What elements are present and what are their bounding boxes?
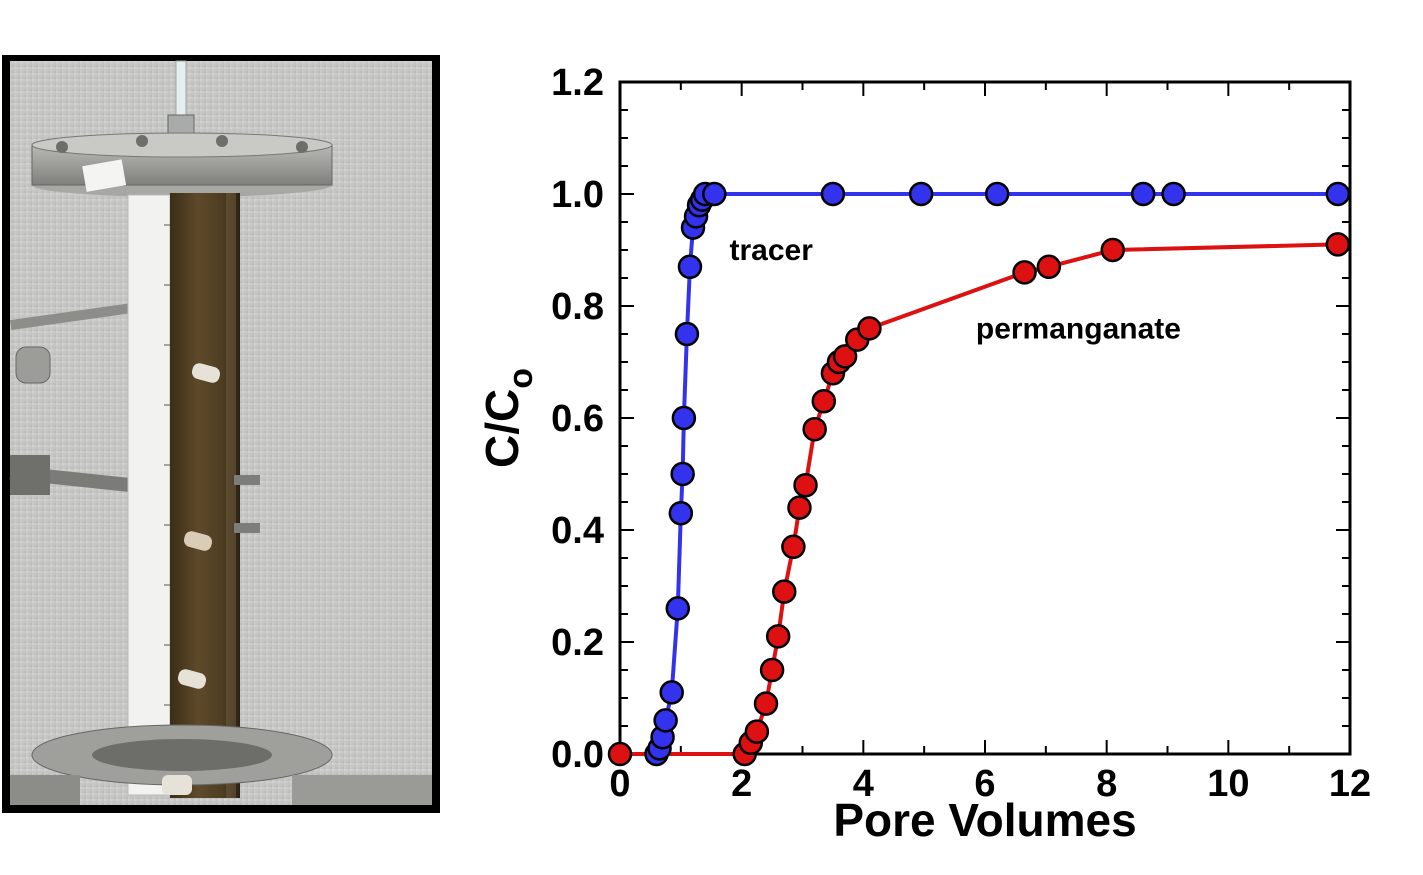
y-tick-labels: 0.0 0.2 0.4 0.6 0.8 1.0 1.2: [551, 62, 604, 776]
tracer-point: [1130, 181, 1156, 207]
permanganate-point: [811, 388, 837, 414]
y-axis-title-main: C/C: [476, 389, 528, 468]
permanganate-point: [1100, 237, 1125, 263]
tracer-point: [702, 181, 727, 207]
y-axis-title: C/Co: [476, 368, 540, 468]
x-tick-label: 0: [609, 763, 630, 805]
x-axis-title: Pore Volumes: [833, 794, 1136, 846]
tracer-point: [908, 181, 934, 207]
svg-text:C/Co: C/Co: [476, 368, 540, 468]
permanganate-point: [765, 624, 791, 649]
permanganate-point: [832, 344, 858, 369]
permanganate-line: [620, 242, 1338, 756]
tracer-point: [677, 254, 703, 280]
permanganate-point: [1325, 232, 1351, 257]
x-tick-labels: 0 2 4 6 8 10 12: [609, 763, 1371, 805]
tracer-point: [1161, 181, 1186, 207]
permanganate-point: [753, 691, 779, 716]
tracer-point: [653, 708, 678, 733]
breakthrough-chart: 0 2 4 6 8 10 12 0.0 0.2 0.4 0.6 0.8 1.0 1.2 Pore Vol…: [460, 40, 1400, 870]
permanganate-point: [802, 416, 827, 442]
tracer-point: [670, 461, 695, 487]
tracer-point: [1325, 181, 1351, 207]
permanganate-point: [744, 719, 770, 744]
plot-frame: [618, 80, 1352, 756]
y-tick-label: 0.4: [551, 510, 604, 552]
permanganate-point: [772, 579, 797, 604]
y-tick-label: 1.2: [551, 62, 604, 104]
column-photo: [2, 55, 440, 813]
permanganate-point: [607, 741, 633, 767]
permanganate-point: [787, 495, 812, 520]
tracer-point: [820, 181, 846, 207]
y-axis-title-subscript: o: [502, 368, 540, 389]
x-tick-label: 6: [974, 763, 995, 805]
permanganate-point: [793, 472, 818, 498]
x-tick-label: 10: [1207, 763, 1249, 805]
x-tick-label: 12: [1329, 763, 1371, 805]
y-tick-label: 0.2: [551, 622, 604, 664]
series-layer: [607, 181, 1351, 767]
tracer-annotation: tracer: [730, 234, 814, 267]
tracer-point: [674, 321, 700, 347]
tracer-point: [984, 181, 1010, 207]
permanganate-point: [1012, 260, 1037, 285]
y-tick-label: 0.6: [551, 398, 604, 440]
permanganate-point: [857, 316, 882, 341]
tracer-point: [668, 500, 694, 526]
permanganate-annotation: permanganate: [976, 312, 1181, 345]
tracer-point: [665, 596, 691, 621]
y-tick-label: 0.0: [551, 734, 604, 776]
x-tick-label: 4: [853, 763, 874, 805]
y-tick-label: 1.0: [551, 174, 604, 216]
permanganate-point: [1036, 254, 1062, 280]
permanganate-point: [759, 657, 785, 683]
x-tick-label: 2: [731, 763, 752, 805]
x-tick-label: 8: [1096, 763, 1117, 805]
tracer-point: [671, 405, 697, 431]
y-tick-label: 0.8: [551, 286, 604, 328]
tracer-point: [659, 680, 684, 705]
permanganate-point: [781, 534, 806, 560]
